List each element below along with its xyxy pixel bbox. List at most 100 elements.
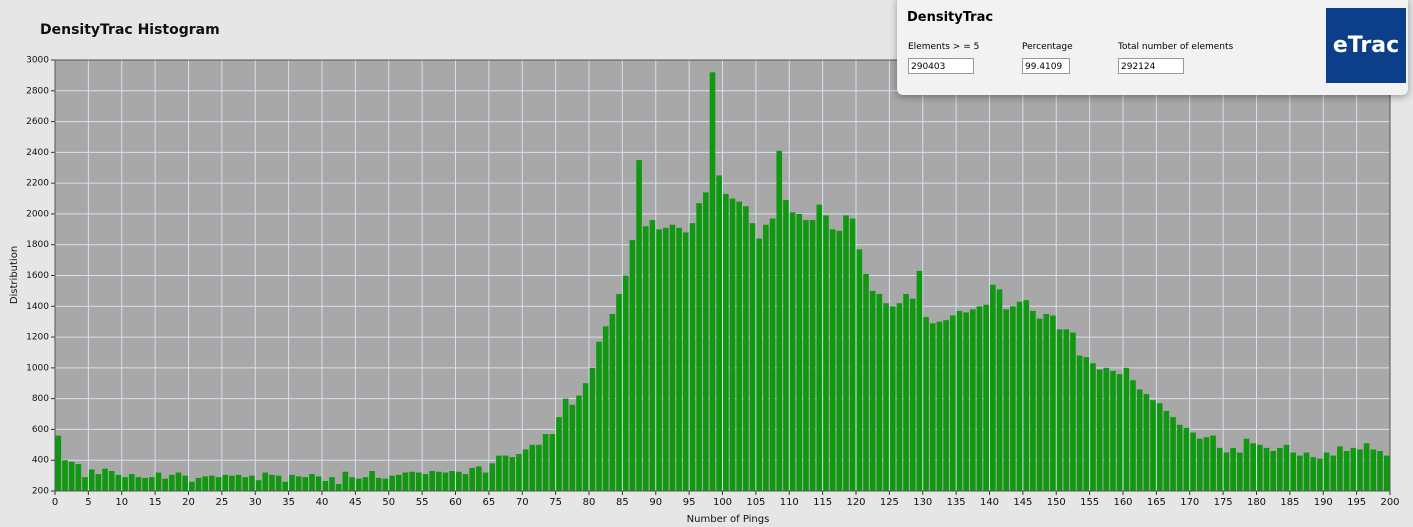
bar [1050, 315, 1056, 491]
bar [729, 198, 736, 492]
bar [269, 474, 275, 491]
y-tick-label: 600 [32, 425, 49, 435]
bar [255, 480, 262, 491]
x-tick-label: 170 [1180, 497, 1199, 508]
bar [869, 290, 876, 491]
bar [1103, 367, 1110, 491]
bar [536, 444, 542, 491]
bar [108, 470, 115, 491]
x-tick-label: 95 [683, 497, 696, 508]
field-value[interactable]: 292124 [1118, 58, 1184, 74]
x-tick-label: 45 [349, 497, 362, 508]
bar [1090, 363, 1096, 491]
bar [789, 212, 796, 491]
bar [1210, 435, 1216, 491]
bar [282, 481, 289, 491]
bar [642, 226, 649, 491]
x-tick-label: 120 [846, 497, 865, 508]
bar [970, 309, 976, 491]
bar [335, 484, 342, 491]
x-tick-label: 200 [1380, 497, 1399, 508]
bar [142, 477, 148, 491]
bar [122, 477, 128, 491]
bar [1096, 369, 1103, 491]
bar [1310, 457, 1317, 491]
y-tick-label: 2600 [26, 117, 49, 127]
bar [609, 313, 616, 491]
y-tick-label: 1000 [26, 363, 49, 373]
bar [355, 478, 362, 491]
x-tick-label: 150 [1047, 497, 1066, 508]
bar [489, 463, 496, 491]
panel-title: DensityTrac [907, 10, 994, 25]
bar [889, 306, 896, 491]
bar [963, 312, 969, 491]
field-value[interactable]: 290403 [908, 58, 974, 74]
x-tick-label: 195 [1347, 497, 1366, 508]
x-tick-label: 20 [182, 497, 195, 508]
bar [135, 477, 142, 491]
bar [883, 303, 889, 491]
bar [1116, 374, 1123, 491]
x-tick-label: 100 [713, 497, 732, 508]
bar [1136, 389, 1143, 491]
x-tick-label: 115 [813, 497, 832, 508]
bar [996, 289, 1003, 491]
x-tick-label: 35 [282, 497, 295, 508]
bar [783, 200, 789, 491]
bar [596, 341, 602, 491]
bar [62, 460, 68, 491]
bar [95, 474, 102, 491]
bar [148, 477, 155, 491]
bar [456, 471, 462, 491]
bar [622, 275, 629, 491]
plot-border [54, 59, 1391, 492]
bar [88, 469, 95, 491]
x-tick-label: 10 [115, 497, 128, 508]
bar [1357, 449, 1363, 491]
bar [155, 472, 162, 491]
bar [235, 474, 242, 491]
bar [1337, 446, 1343, 491]
x-tick-label: 145 [1013, 497, 1032, 508]
x-tick-label: 175 [1214, 497, 1233, 508]
x-tick-label: 0 [52, 497, 58, 508]
x-tick-label: 165 [1147, 497, 1166, 508]
field-value[interactable]: 99.4109 [1022, 58, 1070, 74]
bar [302, 477, 309, 491]
y-tick-label: 200 [32, 487, 49, 497]
bar [502, 455, 509, 491]
bar [522, 449, 529, 491]
bar [949, 315, 956, 491]
bar [516, 454, 522, 491]
bar [68, 461, 75, 491]
x-tick-label: 25 [216, 497, 229, 508]
bar [1196, 438, 1203, 491]
bar [589, 367, 596, 491]
bar [696, 203, 702, 491]
bar [362, 477, 369, 491]
bar [1043, 313, 1050, 491]
bar [1330, 455, 1337, 491]
y-tick-label: 2200 [26, 179, 49, 189]
bar [896, 303, 903, 491]
bar [1190, 432, 1196, 491]
bar [1083, 357, 1090, 491]
bar [1156, 403, 1163, 491]
bar [1023, 300, 1030, 491]
bar [602, 326, 609, 491]
y-tick-label: 2800 [26, 86, 49, 96]
bar [743, 206, 749, 491]
bar [195, 477, 202, 491]
bar [1110, 370, 1116, 491]
x-tick-label: 75 [549, 497, 562, 508]
bar [1056, 329, 1063, 491]
bar [1216, 447, 1223, 491]
field-label: Total number of elements [1118, 42, 1234, 52]
bar [1183, 427, 1190, 491]
field-label: Elements > = 5 [908, 42, 980, 52]
bar [703, 192, 709, 491]
bar [369, 470, 375, 491]
